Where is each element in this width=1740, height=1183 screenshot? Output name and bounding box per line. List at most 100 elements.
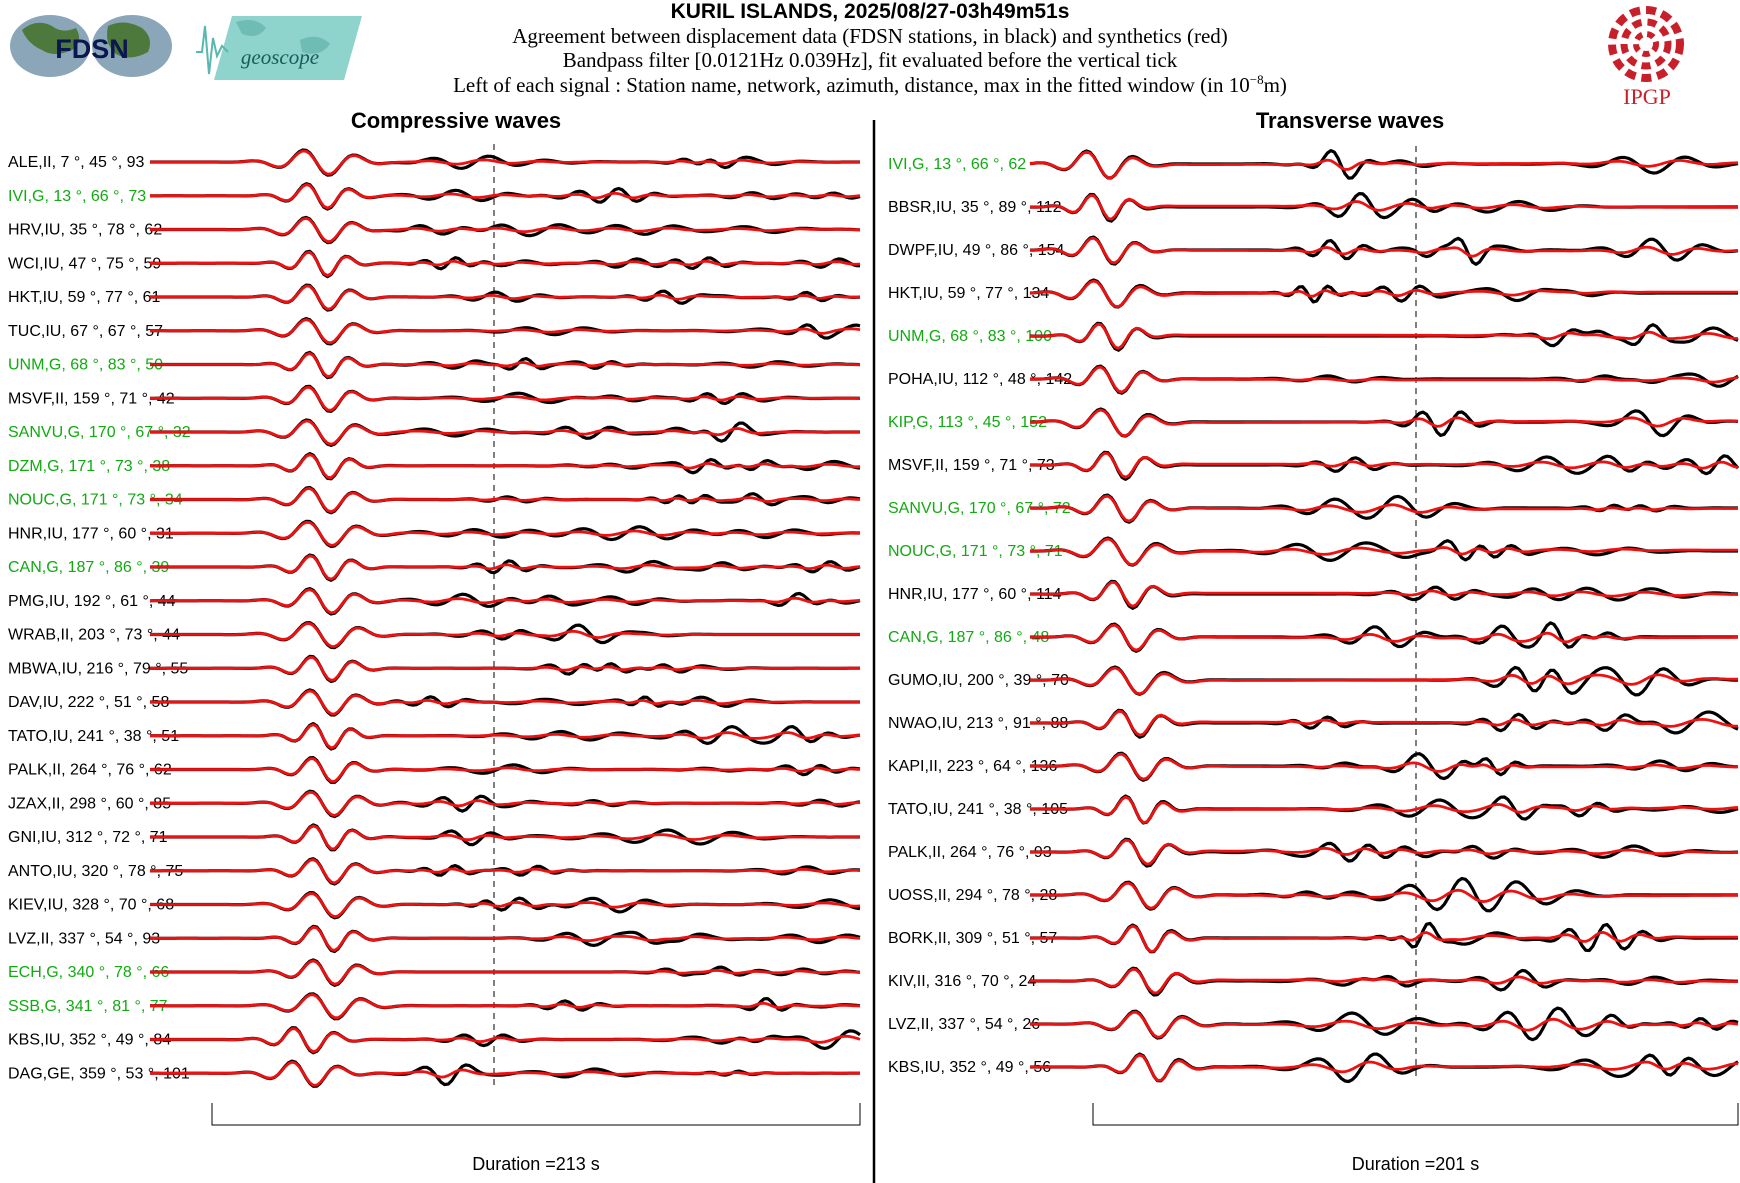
station-label: UNM,G, 68 °, 83 °, 100 [888, 328, 1052, 345]
station-trace: SSB,G, 341 °, 81 °, 77 [8, 992, 861, 1021]
synthetic-trace [1030, 838, 1738, 866]
station-trace: SANVU,G, 170 °, 67 °, 32 [8, 418, 860, 447]
station-label: LVZ,II, 337 °, 54 °, 26 [888, 1016, 1040, 1033]
synthetic-trace [150, 318, 861, 345]
station-trace: PALK,II, 264 °, 76 °, 93 [888, 837, 1739, 868]
station-trace: IVI,G, 13 °, 66 °, 73 [8, 182, 861, 211]
station-trace: PMG,IU, 192 °, 61 °, 44 [8, 586, 861, 616]
synthetic-trace [1030, 924, 1738, 953]
station-trace: TUC,IU, 67 °, 67 °, 57 [8, 317, 861, 346]
station-trace: PALK,II, 264 °, 76 °, 62 [8, 755, 861, 785]
station-label: NWAO,IU, 213 °, 91 °, 88 [888, 715, 1068, 732]
synthetic-trace [1030, 709, 1738, 737]
station-trace: KIEV,IU, 328 °, 70 °, 68 [8, 890, 861, 920]
station-label: POHA,IU, 112 °, 48 °, 142 [888, 371, 1072, 388]
station-label: MSVF,II, 159 °, 71 °, 42 [8, 390, 175, 407]
station-label: SANVU,G, 170 °, 67 °, 32 [8, 424, 191, 441]
station-trace: NOUC,G, 171 °, 73 °, 34 [8, 485, 861, 515]
station-trace: JZAX,II, 298 °, 60 °, 85 [8, 789, 861, 819]
synthetic-trace [1029, 666, 1738, 696]
synthetic-trace [150, 790, 860, 817]
station-label: CAN,G, 187 °, 86 °, 39 [8, 559, 169, 576]
station-label: HKT,IU, 59 °, 77 °, 61 [8, 289, 161, 306]
synthetic-trace [150, 656, 860, 682]
ipgp-logo: IPGP [1608, 6, 1684, 109]
fdsn-logo: FDSN [10, 15, 172, 77]
station-label: TATO,IU, 241 °, 38 °, 105 [888, 801, 1068, 818]
duration-label: Duration =201 s [1352, 1154, 1480, 1174]
station-label: HRV,IU, 35 °, 78 °, 62 [8, 222, 162, 239]
station-trace: HNR,IU, 177 °, 60 °, 114 [888, 579, 1739, 610]
station-label: KIP,G, 113 °, 45 °, 152 [888, 414, 1047, 431]
synthetic-trace [150, 1060, 860, 1087]
synthetic-trace [150, 1027, 861, 1054]
station-label: GNI,IU, 312 °, 72 °, 71 [8, 829, 168, 846]
station-label: WCI,IU, 47 °, 75 °, 59 [8, 255, 161, 272]
station-trace: DAV,IU, 222 °, 51 °, 58 [8, 688, 860, 717]
geoscope-logo-text: geoscope [241, 45, 319, 69]
subtitle-agreement: Agreement between displacement data (FDS… [512, 24, 1228, 48]
synthetic-trace [1029, 279, 1738, 309]
station-label: UNM,G, 68 °, 83 °, 50 [8, 357, 163, 374]
synthetic-trace [150, 284, 861, 311]
station-trace: ANTO,IU, 320 °, 78 °, 75 [8, 857, 861, 886]
station-trace: KBS,IU, 352 °, 49 °, 56 [888, 1052, 1739, 1084]
synthetic-trace [150, 351, 860, 379]
synthetic-trace [150, 824, 860, 851]
station-trace: LVZ,II, 337 °, 54 °, 26 [888, 1006, 1739, 1042]
synthetic-trace [150, 723, 860, 750]
synthetic-trace [150, 419, 860, 446]
station-trace: WCI,IU, 47 °, 75 °, 59 [8, 249, 861, 279]
synthetic-trace [150, 385, 860, 412]
synthetic-trace [1030, 795, 1739, 824]
synthetic-trace [150, 183, 861, 210]
station-label: ECH,G, 340 °, 78 °, 66 [8, 964, 169, 981]
station-label: WRAB,II, 203 °, 73 °, 44 [8, 627, 180, 644]
synthetic-trace [150, 622, 860, 648]
station-trace: HRV,IU, 35 °, 78 °, 62 [8, 215, 861, 245]
station-trace: KIV,II, 316 °, 70 °, 24 [888, 966, 1738, 997]
station-label: KBS,IU, 352 °, 49 °, 56 [888, 1059, 1051, 1076]
station-label: GUMO,IU, 200 °, 39 °, 70 [888, 672, 1069, 689]
station-label: KIV,II, 316 °, 70 °, 24 [888, 973, 1036, 990]
synthetic-trace [1030, 967, 1738, 995]
fdsn-logo-text: FDSN [55, 34, 129, 64]
station-trace: HKT,IU, 59 °, 77 °, 61 [8, 283, 861, 312]
station-trace: KBS,IU, 352 °, 49 °, 84 [8, 1026, 861, 1055]
station-trace: HNR,IU, 177 °, 60 °, 31 [8, 519, 860, 549]
station-trace: CAN,G, 187 °, 86 °, 39 [8, 553, 861, 582]
synthetic-trace [1030, 408, 1739, 438]
synthetic-trace [1030, 1053, 1739, 1082]
station-label: HNR,IU, 177 °, 60 °, 31 [8, 525, 174, 542]
synthetic-trace [1029, 322, 1739, 350]
synthetic-trace [1030, 194, 1738, 221]
station-label: ALE,II, 7 °, 45 °, 93 [8, 154, 145, 171]
panel-title: Compressive waves [351, 108, 561, 133]
subtitle-bandpass: Bandpass filter [0.0121Hz 0.039Hz], fit … [562, 48, 1178, 72]
station-label: MBWA,IU, 216 °, 79 °, 55 [8, 660, 188, 677]
synthetic-trace [150, 149, 860, 176]
synthetic-trace [1029, 494, 1739, 523]
station-trace: LVZ,II, 337 °, 54 °, 93 [8, 924, 861, 954]
station-trace: MSVF,II, 159 °, 71 °, 42 [8, 384, 861, 413]
station-trace: NWAO,IU, 213 °, 91 °, 88 [888, 708, 1739, 739]
station-label: BBSR,IU, 35 °, 89 °, 112 [888, 199, 1062, 216]
station-trace: HKT,IU, 59 °, 77 °, 134 [888, 278, 1738, 309]
station-label: KIEV,IU, 328 °, 70 °, 68 [8, 897, 174, 914]
synthetic-trace [149, 588, 861, 615]
station-trace: SANVU,G, 170 °, 67 °, 72 [888, 493, 1739, 524]
synthetic-trace [1030, 623, 1738, 652]
station-label: PALK,II, 264 °, 76 °, 62 [8, 762, 172, 779]
synthetic-trace [1030, 451, 1739, 479]
synthetic-trace [1030, 1010, 1739, 1039]
synthetic-trace [150, 858, 861, 885]
station-trace: DZM,G, 171 °, 73 °, 38 [8, 452, 861, 481]
synthetic-trace [1030, 236, 1739, 265]
station-label: SSB,G, 341 °, 81 °, 77 [8, 998, 168, 1015]
synthetic-trace [1030, 752, 1739, 781]
figure-title: KURIL ISLANDS, 2025/08/27-03h49m51s [670, 0, 1070, 23]
panel-compressive: Compressive waves ALE,II, 7 °, 45 °, 93 IV… [8, 108, 861, 1174]
station-trace: TATO,IU, 241 °, 38 °, 51 [8, 721, 861, 751]
station-trace: KAPI,II, 223 °, 64 °, 136 [888, 751, 1739, 782]
